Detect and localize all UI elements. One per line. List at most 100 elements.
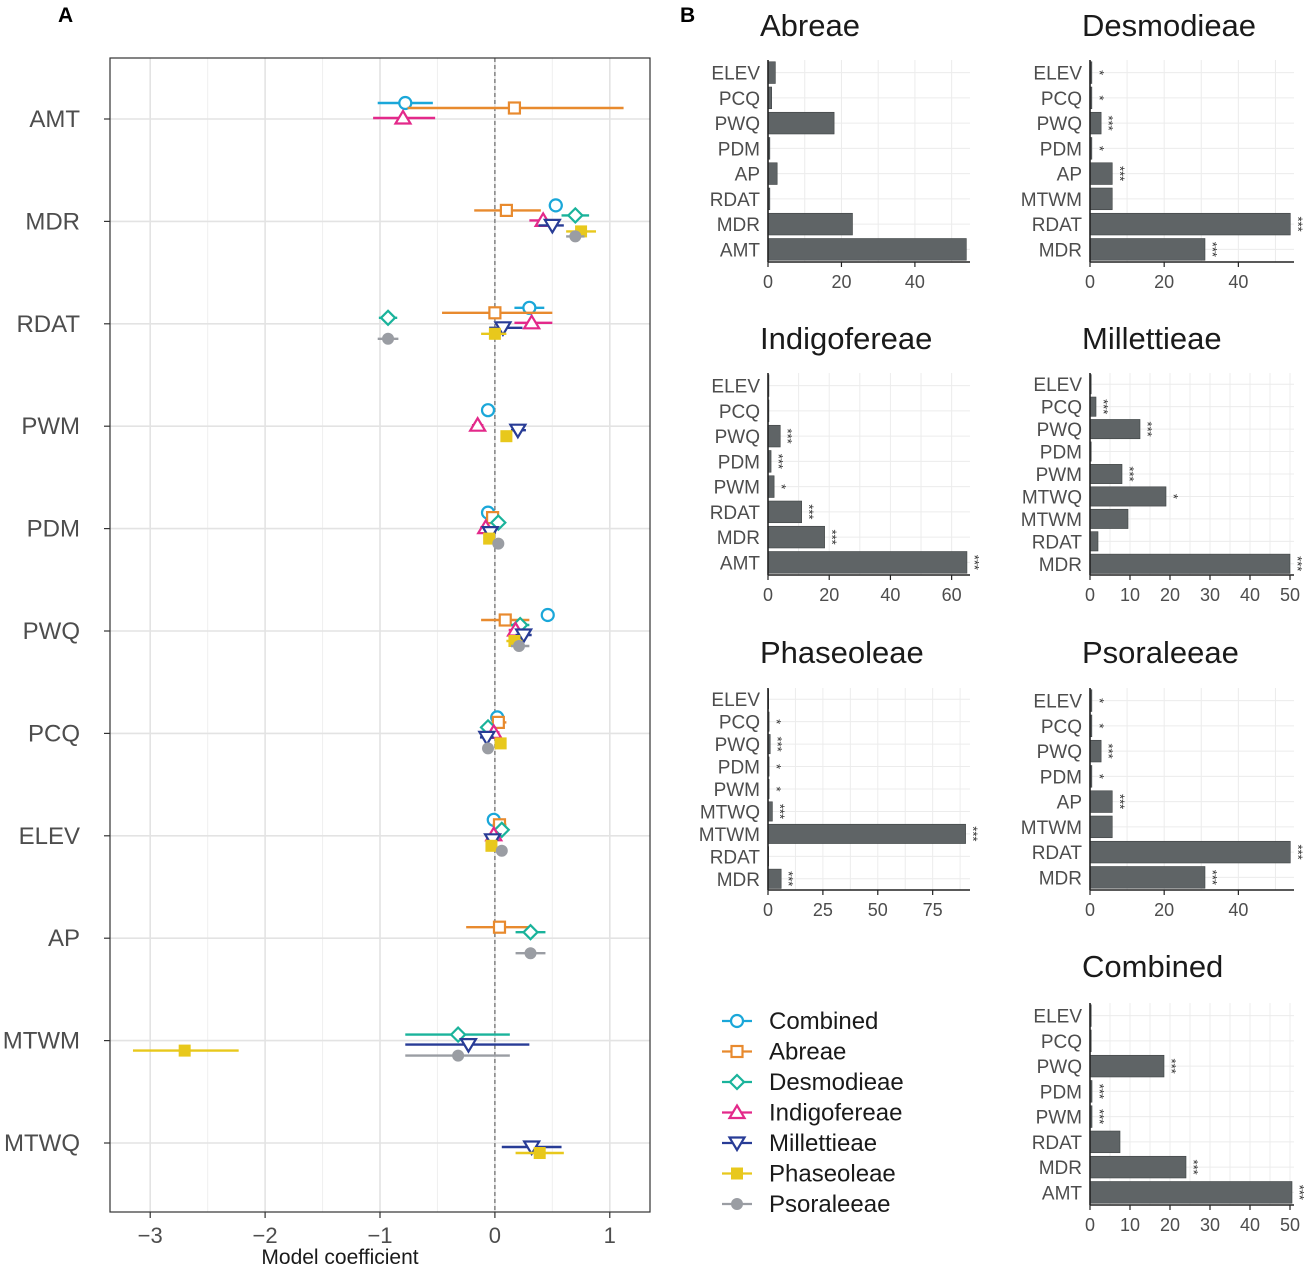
xtick-label: 0 [763,272,773,292]
bar-mtwm [1089,508,1129,529]
coef-point-mtwq-phaseoleae [515,1147,564,1159]
coef-point-mdr-combined [548,198,563,213]
significance-label: * [769,786,784,791]
significance-label: *** [770,737,785,752]
significance-label: *** [1122,466,1137,481]
xtick-label: 0 [1085,900,1095,920]
coef-point-mdr-desmodieae [561,206,590,224]
xtick-label: 10 [1120,1215,1140,1235]
bar-label: MTWM [1021,190,1082,211]
coef-point-pcq-millettieae [477,730,497,747]
bar-mtwm [767,823,966,844]
significance-label: *** [1292,1185,1305,1200]
bar-rdat [767,500,802,524]
bar-label: PWM [1036,1108,1082,1129]
coef-marker [178,1044,191,1057]
legend-label: Phaseoleae [769,1161,896,1188]
significance-label: *** [1290,217,1305,232]
coef-marker [522,313,542,330]
coef-marker [521,923,540,941]
significance-label: *** [1101,116,1116,131]
bar-label: PWQ [715,735,760,756]
significance-label: *** [772,804,787,819]
coef-marker [542,218,562,235]
coef-point-rdat-psoraleeae [377,332,399,345]
xtick-label: 20 [1160,1215,1180,1235]
coef-point-pcq-phaseoleae [494,737,507,750]
coef-marker [494,737,507,750]
coef-point-mtwm-millettieae [405,1037,530,1054]
bar-label: AMT [720,553,761,574]
ytick-label: PDM [27,516,80,543]
bar-label: PDM [718,758,760,779]
bar-rdat [1089,531,1099,552]
bar-pwq [1089,739,1102,763]
legend-label: Psoraleeae [769,1191,890,1218]
coefficient-plot: AMT MDR RDAT PWM PDM PWQ PCQ ELEV AP MTWM MTWQ −3 −2… [3,57,651,1269]
significance-label: * [1092,70,1107,75]
coef-marker [513,640,526,652]
bar-label: RDAT [710,190,761,211]
legend-marker [731,1198,743,1210]
bar-ap [1089,790,1113,813]
significance-label: * [774,484,789,489]
panel-title: Phaseoleae [760,635,924,670]
bar-label: AMT [1042,1183,1083,1204]
coef-point-elev-psoraleeae [495,844,508,857]
legend-item-psoraleeae: Psoraleeae [722,1191,890,1218]
bar-label: PCQ [1041,398,1082,419]
bar-label: MDR [717,215,760,236]
legend-marker [728,1073,746,1091]
coef-point-ap-desmodieae [515,923,546,941]
bar-label: PWM [714,478,760,499]
panel-title: Desmodieae [1082,8,1256,43]
coef-point-ap-psoraleeae [515,947,546,960]
bar-label: PCQ [719,713,760,734]
bar-label: PCQ [719,89,760,110]
xtick-label: 40 [1240,585,1260,605]
legend-marker [727,1103,747,1120]
bar-label: MTWQ [700,802,760,823]
bar-label: PWQ [1037,742,1082,763]
xtick-label: 50 [1280,585,1300,605]
coef-marker [548,198,563,213]
bar-pwq [767,111,835,135]
xtick-label: −2 [253,1223,278,1248]
bar-amt [767,238,967,261]
bar-label: MTWM [1021,510,1082,531]
bar-mtwq [1089,486,1167,507]
significance-label: * [769,764,784,769]
coef-marker [499,203,513,217]
significance-label: * [1092,723,1107,728]
coef-marker [491,715,505,730]
xtick-label: −3 [138,1223,163,1248]
bar-label: ELEV [711,64,760,85]
legend: Combined Abreae Desmodieae Indigofereae Mill… [722,1008,904,1218]
bar-mdr [767,868,782,889]
significance-label: * [1092,146,1107,151]
coef-point-mtwm-psoraleeae [405,1049,510,1062]
coef-marker [483,532,496,545]
coef-point-mdr-millettieae [538,218,564,235]
bar-mdr [1089,1155,1187,1179]
bar-mdr [767,212,853,236]
coef-marker [488,306,502,320]
legend-item-abreae: Abreae [722,1039,846,1066]
coef-marker [393,108,413,125]
xtick-label: 0 [763,585,773,605]
bar-label: ELEV [711,690,760,711]
ytick-label: PCQ [28,720,80,747]
legend-item-phaseoleae: Phaseoleae [722,1161,896,1188]
bar-rdat [1089,840,1291,864]
bar-elev [767,61,776,84]
ytick-label: MTWM [3,1028,80,1055]
significance-label: *** [781,871,796,886]
bar-label: AP [1057,165,1082,186]
legend-item-indigofereae: Indigofereae [722,1100,902,1127]
xtick-label: 40 [1228,900,1248,920]
coef-point-elev-phaseoleae [485,839,498,852]
